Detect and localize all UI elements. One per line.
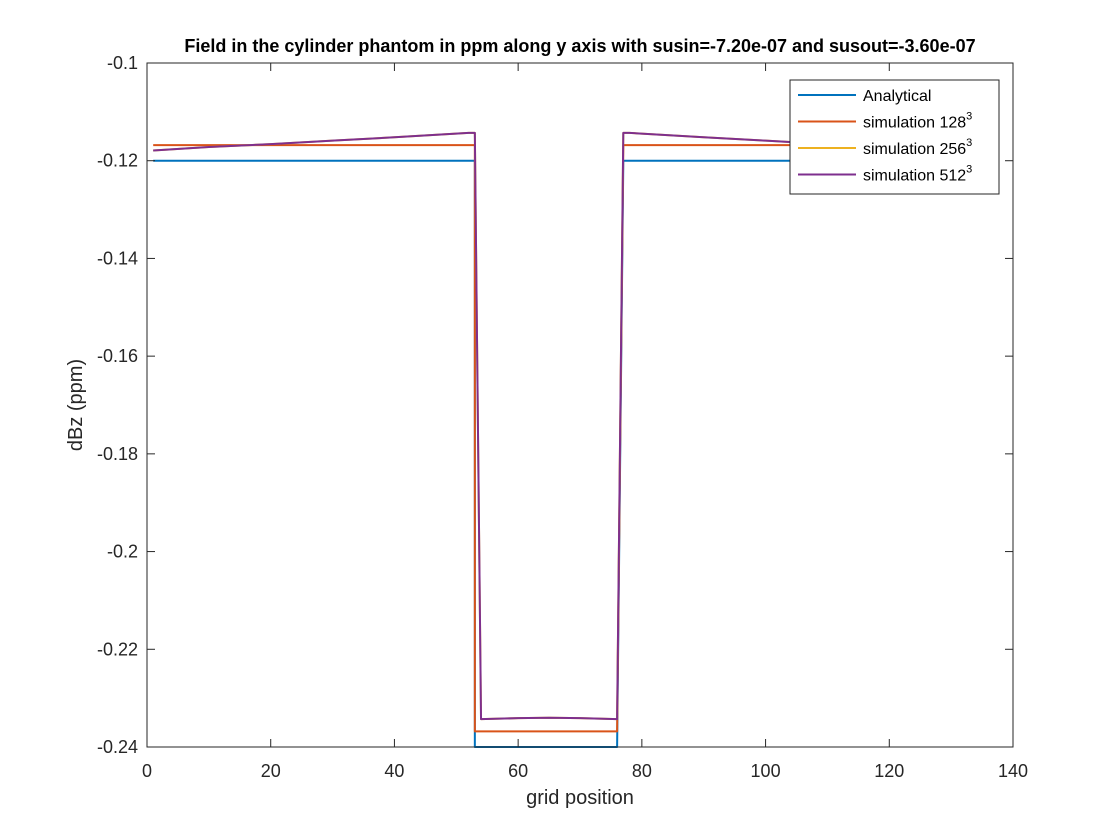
- legend-label-2: simulation 1283: [863, 111, 972, 132]
- legend: Analytical simulation 1283 simulation 2563…: [789, 79, 1000, 195]
- legend-label-4: simulation 5123: [863, 164, 972, 185]
- y-tick-label: -0.22: [97, 639, 138, 659]
- legend-label-1: Analytical: [863, 88, 931, 105]
- y-tick-label: -0.12: [97, 151, 138, 171]
- y-tick-label: -0.2: [107, 542, 138, 562]
- y-tick-label: -0.1: [107, 53, 138, 73]
- chart-title: Field in the cylinder phantom in ppm alo…: [184, 36, 975, 56]
- y-tick-label: -0.24: [97, 737, 138, 757]
- x-tick-label: 0: [142, 761, 152, 781]
- x-tick-label: 80: [632, 761, 652, 781]
- legend-superscript: 3: [966, 111, 972, 123]
- x-axis-label: grid position: [526, 787, 634, 809]
- legend-superscript: 3: [966, 164, 972, 176]
- series-line-4: [153, 131, 939, 721]
- y-tick-label: -0.18: [97, 444, 138, 464]
- legend-superscript: 3: [966, 137, 972, 149]
- x-tick-label: 120: [874, 761, 904, 781]
- x-tick-label: 20: [261, 761, 281, 781]
- axes-box: [146, 62, 1014, 748]
- axes-layer: 0 20 40 60 80 100 120 140 -0.24 -0.22 -0.2 -0.18 -0.…: [97, 53, 1028, 781]
- x-tick-label: 40: [384, 761, 404, 781]
- x-tick-label: 60: [508, 761, 528, 781]
- y-tick-label: -0.16: [97, 346, 138, 366]
- y-tick-label: -0.14: [97, 248, 138, 268]
- y-axis-label: dBz (ppm): [65, 359, 87, 451]
- x-tick-label: 140: [998, 761, 1028, 781]
- legend-label-3: simulation 2563: [863, 137, 972, 158]
- x-tick-label: 100: [751, 761, 781, 781]
